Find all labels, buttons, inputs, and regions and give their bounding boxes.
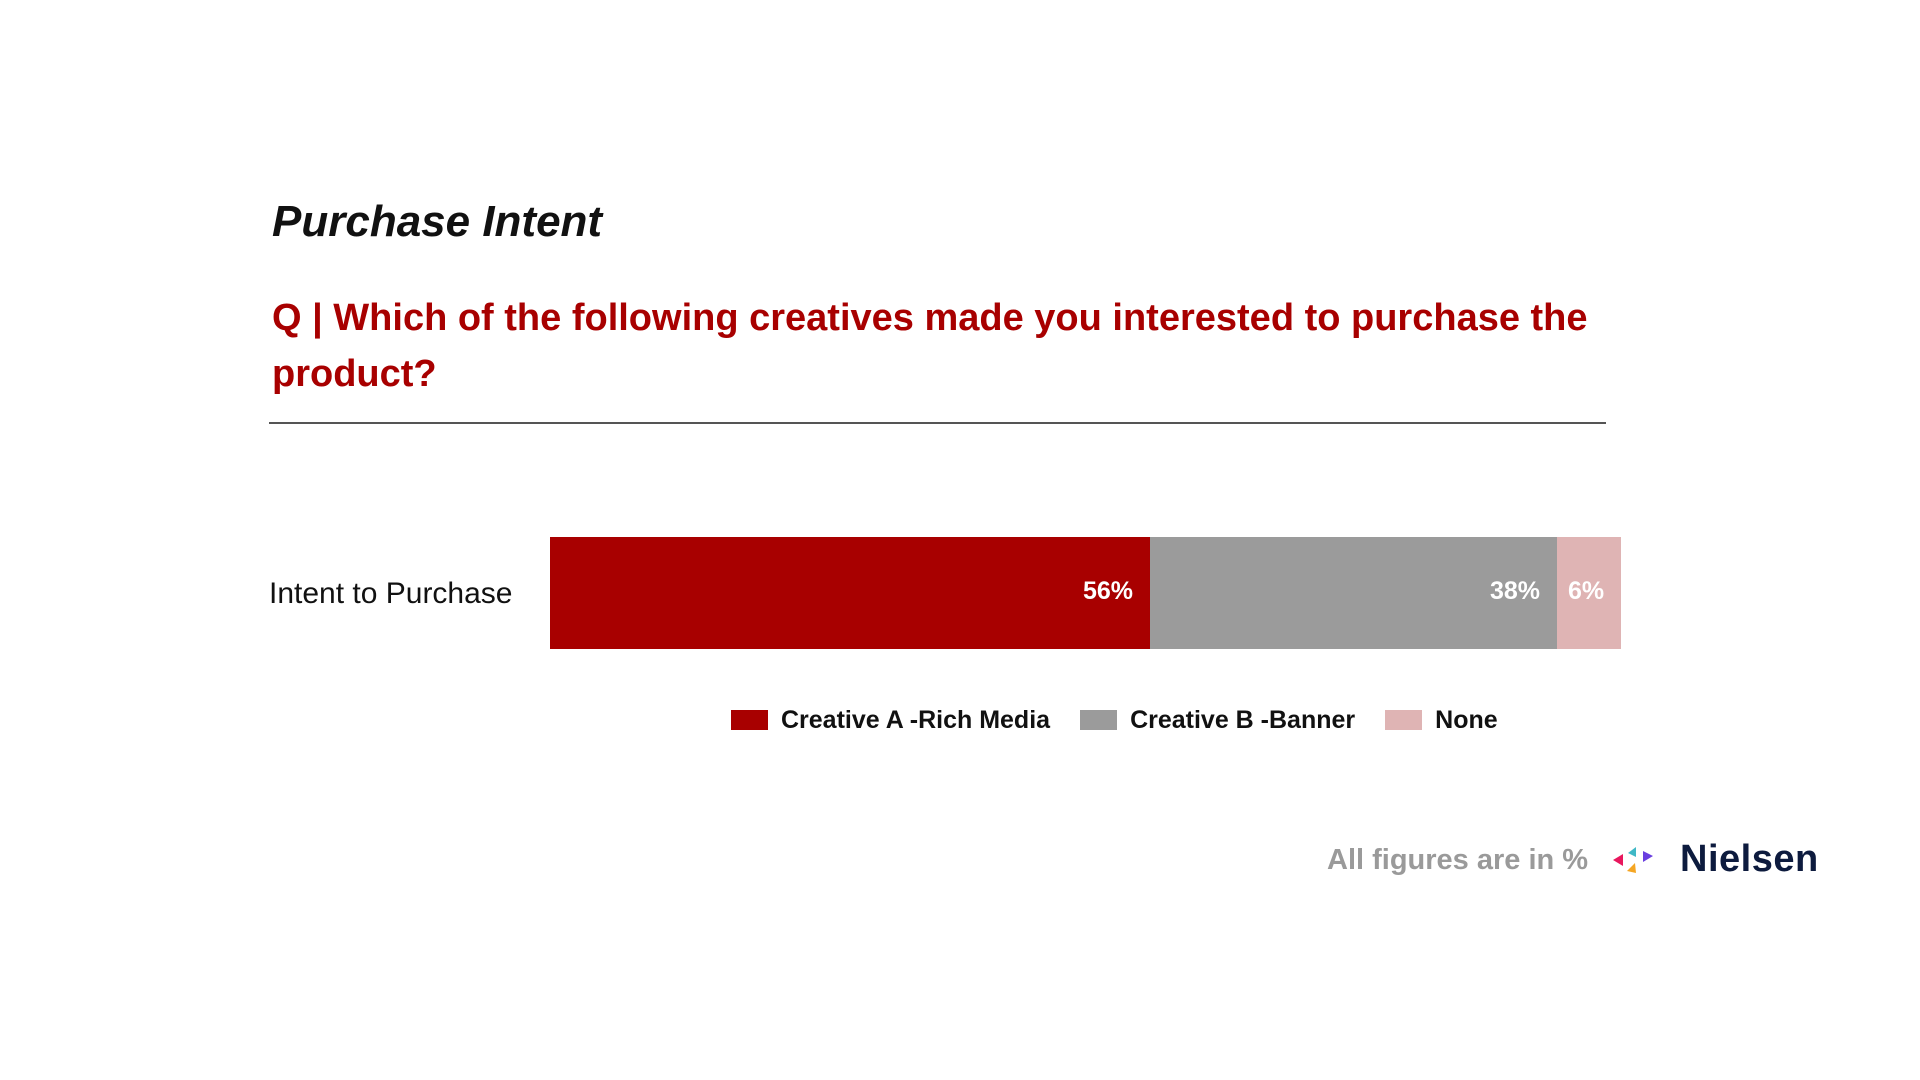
legend-item: None: [1385, 706, 1498, 735]
slide-title: Purchase Intent: [272, 197, 603, 246]
survey-question: Q | Which of the following creatives mad…: [272, 297, 1588, 395]
category-label: Intent to Purchase: [269, 577, 513, 610]
nielsen-logo-icon: [1613, 847, 1653, 873]
bar-segment-3: [1557, 537, 1621, 649]
legend-swatch: [1080, 710, 1118, 730]
bar-value-label: 38%: [1490, 577, 1541, 605]
bar-value-label: 6%: [1568, 577, 1605, 605]
footnote: All figures are in %: [1327, 844, 1589, 876]
legend-label: Creative B -Banner: [1130, 705, 1356, 734]
header-divider: [269, 422, 1606, 424]
legend-item: Creative B -Banner: [1080, 706, 1355, 735]
bar-segment-2: [1150, 537, 1557, 649]
legend-swatch: [731, 710, 768, 730]
legend-item: Creative A -Rich Media: [731, 706, 1050, 735]
bar-segment-1: [550, 537, 1150, 649]
stacked-bar: 56% 38% 6%: [550, 537, 1621, 649]
chart-legend: Creative A -Rich Media Creative B -Banner…: [731, 703, 1498, 737]
bar-value-label: 56%: [1083, 577, 1134, 605]
brand-logo: Nielsen: [1612, 836, 1819, 882]
legend-swatch: [1385, 710, 1423, 730]
brand-name: Nielsen: [1680, 837, 1819, 880]
legend-label: None: [1435, 705, 1498, 734]
legend-label: Creative A -Rich Media: [781, 705, 1051, 734]
